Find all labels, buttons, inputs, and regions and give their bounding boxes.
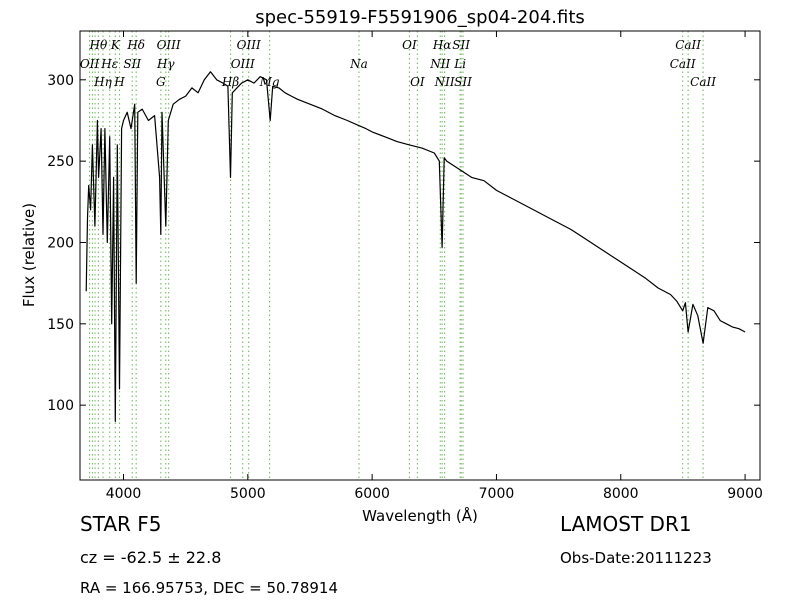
marker-label-14: OIII xyxy=(231,57,255,71)
marker-label-8: SII xyxy=(123,57,141,71)
marker-label-23: Li xyxy=(453,57,466,71)
marker-labels: OIIHθHηHεKHSIIHδGHγOIIIHβOIIIOIIIMgNaOIO… xyxy=(80,38,716,89)
marker-label-27: CaII xyxy=(675,38,701,52)
marker-label-13: Hβ xyxy=(221,75,239,89)
chart-title: spec-55919-F5591906_sp04-204.fits xyxy=(255,7,585,28)
object-class: STAR F5 xyxy=(80,512,162,536)
marker-label-19: OI xyxy=(410,75,425,89)
x-tick-label-4000: 4000 xyxy=(106,486,142,502)
marker-label-12: OIII xyxy=(157,38,181,52)
marker-label-20: NII xyxy=(429,57,450,71)
data-series xyxy=(85,71,746,422)
y-tick-label-300: 300 xyxy=(47,73,74,89)
x-tick-label-5000: 5000 xyxy=(230,486,266,502)
marker-label-7: H xyxy=(113,75,125,89)
x-tick-label-7000: 7000 xyxy=(479,486,515,502)
marker-label-4: Hη xyxy=(93,75,112,89)
marker-label-6: K xyxy=(110,38,121,52)
marker-label-17: Na xyxy=(349,57,368,71)
marker-label-24: SII xyxy=(452,38,470,52)
marker-label-26: CaII xyxy=(670,57,696,71)
marker-label-22: NII xyxy=(434,75,455,89)
x-tick-label-9000: 9000 xyxy=(727,486,763,502)
x-ticks: 4000 5000 6000 7000 8000 9000 xyxy=(106,31,763,502)
y-tick-label-250: 250 xyxy=(47,154,74,170)
y-tick-label-100: 100 xyxy=(47,398,74,414)
marker-label-3: Hθ xyxy=(89,38,108,52)
redshift-cz: cz = -62.5 ± 22.8 xyxy=(80,548,222,567)
y-tick-label-150: 150 xyxy=(47,317,74,333)
marker-label-11: Hγ xyxy=(156,57,175,71)
survey-name: LAMOST DR1 xyxy=(560,512,692,536)
marker-label-10: G xyxy=(156,75,166,89)
marker-label-5: Hε xyxy=(100,57,118,71)
x-axis-label: Wavelength (Å) xyxy=(362,506,478,525)
y-ticks: 100 150 200 250 300 xyxy=(47,73,760,414)
marker-label-0: OII xyxy=(80,57,100,71)
spectrum-line-0 xyxy=(85,71,746,422)
marker-label-9: Hδ xyxy=(126,38,145,52)
marker-label-21: Hα xyxy=(432,38,452,52)
x-tick-label-8000: 8000 xyxy=(603,486,639,502)
marker-label-28: CaII xyxy=(690,75,716,89)
plot-frame xyxy=(79,30,761,481)
marker-label-15: OIII xyxy=(237,38,261,52)
x-tick-label-6000: 6000 xyxy=(354,486,390,502)
marker-label-18: OI xyxy=(402,38,417,52)
ra-dec-coordinates: RA = 166.95753, DEC = 50.78914 xyxy=(80,579,339,597)
y-axis-label: Flux (relative) xyxy=(20,203,38,307)
observation-date: Obs-Date:20111223 xyxy=(560,549,712,567)
y-tick-label-200: 200 xyxy=(47,235,74,251)
marker-label-25: SII xyxy=(454,75,472,89)
